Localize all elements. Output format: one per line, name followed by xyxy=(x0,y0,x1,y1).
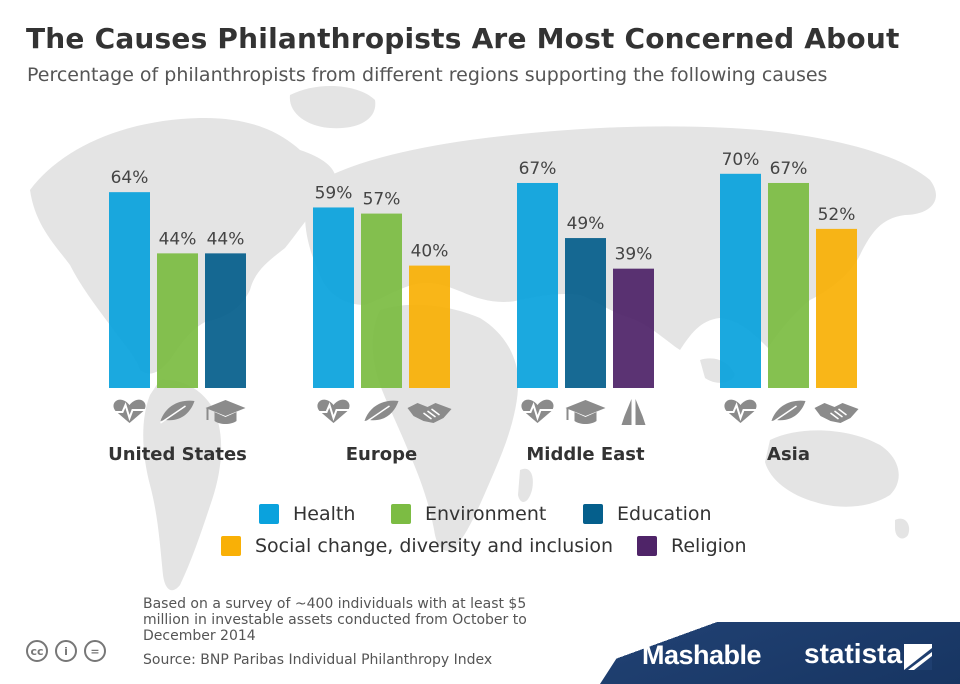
graduation-cap-icon xyxy=(565,400,606,424)
legend-item-social: Social change, diversity and inclusion xyxy=(221,535,613,557)
bar-europe-health xyxy=(313,207,354,388)
legend-label: Health xyxy=(293,503,356,525)
legend-swatch xyxy=(583,504,603,524)
leaf-icon xyxy=(771,400,806,424)
value-label: 44% xyxy=(159,229,197,249)
legend-swatch xyxy=(259,504,279,524)
value-label: 44% xyxy=(207,229,245,249)
heart-pulse-icon xyxy=(113,399,146,423)
value-label: 49% xyxy=(567,214,605,234)
attribution-icon: i xyxy=(55,640,77,662)
value-label: 40% xyxy=(411,242,449,262)
bar-united-states-environment xyxy=(157,253,198,388)
graduation-cap-icon xyxy=(205,400,246,424)
heart-pulse-icon xyxy=(317,399,350,423)
value-label: 67% xyxy=(519,159,557,179)
praying-hands-icon xyxy=(621,399,646,425)
statista-mark-icon xyxy=(904,644,932,670)
legend-swatch xyxy=(391,504,411,524)
creative-commons-icon: cc xyxy=(26,640,48,662)
value-label: 59% xyxy=(315,183,353,203)
legend-item-religion: Religion xyxy=(637,535,747,557)
legend-item-education: Education xyxy=(583,503,712,525)
legend-swatch xyxy=(221,536,241,556)
cause-icons-layer xyxy=(113,399,859,425)
legend-label: Religion xyxy=(671,535,747,557)
legend-label: Education xyxy=(617,503,712,525)
bar-middle-east-education xyxy=(565,238,606,388)
legend-swatch xyxy=(637,536,657,556)
bar-united-states-education xyxy=(205,253,246,388)
heart-pulse-icon xyxy=(724,399,757,423)
legend-label: Social change, diversity and inclusion xyxy=(255,535,614,557)
value-label: 70% xyxy=(722,150,760,170)
legend-item-environment: Environment xyxy=(391,503,546,525)
leaf-icon xyxy=(160,400,195,424)
footer-brand-band xyxy=(600,622,960,684)
bars-layer xyxy=(109,173,857,388)
leaf-icon xyxy=(364,400,399,424)
mashable-logo: Mashable xyxy=(642,640,762,670)
value-label: 39% xyxy=(615,245,653,265)
statista-logo: statista xyxy=(804,638,903,669)
bar-middle-east-health xyxy=(517,182,558,388)
bar-asia-social xyxy=(816,228,857,388)
bar-middle-east-religion xyxy=(613,268,654,388)
handshake-icon xyxy=(814,403,859,423)
legend-item-health: Health xyxy=(259,503,355,525)
chart-subtitle: Percentage of philanthropists from diffe… xyxy=(27,64,828,86)
bar-europe-social xyxy=(409,265,450,388)
region-label: Asia xyxy=(767,444,810,465)
bar-europe-environment xyxy=(361,213,402,388)
region-label: Middle East xyxy=(526,444,645,465)
region-label: United States xyxy=(108,444,247,465)
legend-label: Environment xyxy=(425,503,547,525)
bar-asia-environment xyxy=(768,182,809,388)
chart-title: The Causes Philanthropists Are Most Conc… xyxy=(26,22,900,55)
value-labels-layer: 64% 44% 44% 59% 57% 40% 67% 49% 39% 70% 67% 52% xyxy=(111,150,856,265)
heart-pulse-icon xyxy=(521,399,554,423)
region-labels-layer: United States Europe Middle East Asia xyxy=(108,444,810,465)
value-label: 57% xyxy=(363,190,401,210)
handshake-icon xyxy=(407,403,452,423)
value-label: 64% xyxy=(111,168,149,188)
no-derivatives-icon: = xyxy=(84,640,106,662)
survey-footnote: Based on a survey of ~400 individuals wi… xyxy=(143,596,527,644)
bar-asia-health xyxy=(720,173,761,388)
license-icons: cc i = xyxy=(26,640,106,662)
source-note: Source: BNP Paribas Individual Philanthr… xyxy=(143,652,493,668)
region-label: Europe xyxy=(346,444,417,465)
value-label: 52% xyxy=(818,205,856,225)
bar-united-states-health xyxy=(109,192,150,388)
value-label: 67% xyxy=(770,159,808,179)
